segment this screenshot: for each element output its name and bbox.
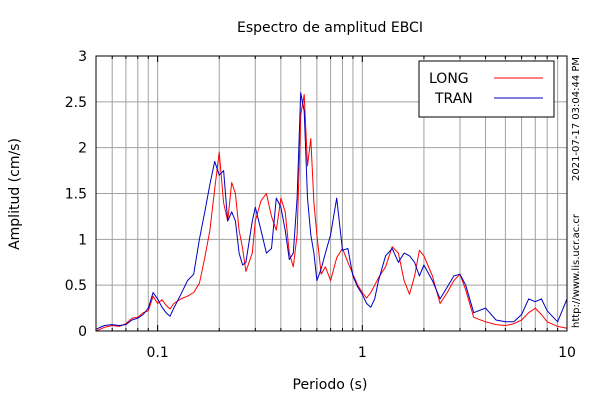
url-annotation: http://www.lis.ucr.ac.cr <box>571 213 582 328</box>
chart-title: Espectro de amplitud EBCI <box>237 20 423 36</box>
ticks: 0 0.5 1 1.5 2 2.5 3 0.1 1 10 <box>65 49 576 361</box>
plot-frame <box>95 55 568 332</box>
grid <box>96 56 567 331</box>
x-tick-label: 0.1 <box>146 345 168 361</box>
timestamp-annotation: 2021-07-17 03:04:44 PM <box>571 57 582 181</box>
legend-box <box>418 60 555 118</box>
y-tick-label: 2 <box>78 141 87 157</box>
y-tick-label: 2.5 <box>65 95 87 111</box>
x-axis-label: Periodo (s) <box>293 377 368 393</box>
x-tick-label: 1 <box>358 345 367 361</box>
y-tick-label: 0.5 <box>65 278 87 294</box>
y-tick-label: 1 <box>78 232 87 248</box>
y-axis-label: Amplitud (cm/s) <box>7 138 23 250</box>
x-tick-label: 10 <box>558 345 576 361</box>
y-tick-label: 1.5 <box>65 187 87 203</box>
series-layer <box>95 92 568 332</box>
y-tick-label: 3 <box>78 49 87 65</box>
legend-label-tran: TRAN <box>434 91 473 107</box>
legend: LONG TRAN <box>418 60 555 118</box>
legend-label-long: LONG <box>429 71 469 87</box>
y-tick-label: 0 <box>78 324 87 340</box>
series-line-long <box>95 94 568 332</box>
series-line-tran <box>95 92 568 330</box>
